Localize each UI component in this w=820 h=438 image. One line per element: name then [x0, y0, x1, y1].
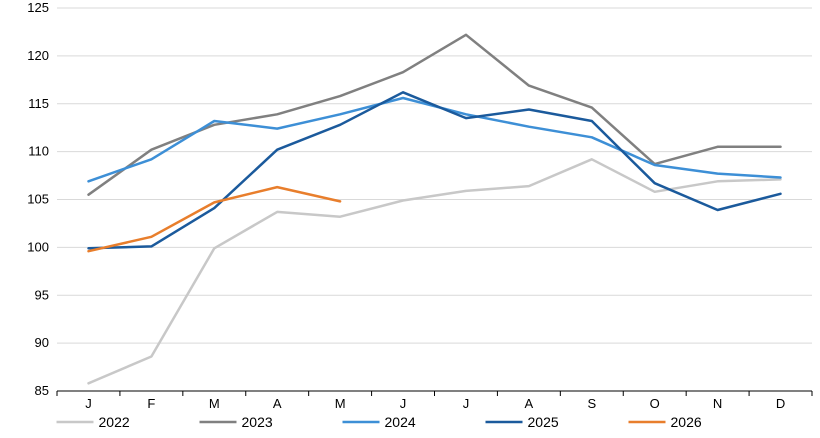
- series-line-2026: [87, 185, 342, 253]
- x-tick-label: F: [147, 396, 155, 411]
- legend-item-2023: 2023: [199, 414, 273, 430]
- y-tick-label: 105: [27, 192, 49, 207]
- x-tick-label: A: [525, 396, 534, 411]
- x-tick-label: A: [273, 396, 282, 411]
- legend-label: 2022: [99, 414, 130, 430]
- y-tick-label: 115: [28, 96, 49, 111]
- legend-label: 2025: [528, 414, 559, 430]
- series-line-2024: [87, 96, 782, 183]
- gridlines: [57, 7, 812, 344]
- series-lines: [87, 33, 782, 385]
- x-tick-label: D: [776, 396, 785, 411]
- y-axis: 85 90 95 100 105 110 115 120 125: [27, 0, 49, 398]
- legend-item-2024: 2024: [342, 414, 416, 430]
- y-tick-label: 125: [27, 0, 49, 15]
- x-tick-label: J: [85, 396, 92, 411]
- legend-item-2025: 2025: [485, 414, 559, 430]
- y-tick-label: 120: [27, 48, 49, 63]
- y-tick-label: 110: [28, 144, 49, 159]
- x-tick-label: J: [400, 396, 407, 411]
- x-tick-label: S: [587, 396, 596, 411]
- legend-item-2026: 2026: [628, 414, 702, 430]
- legend-label: 2023: [242, 414, 273, 430]
- legend-item-2022: 2022: [56, 414, 130, 430]
- x-tick-label: M: [209, 396, 220, 411]
- x-tick-label: N: [713, 396, 722, 411]
- series-line-2025: [87, 91, 782, 250]
- y-tick-label: 90: [35, 335, 49, 350]
- y-tick-label: 100: [27, 239, 49, 254]
- series-line-2022: [87, 158, 782, 385]
- legend-label: 2024: [385, 414, 416, 430]
- x-tick-label: M: [335, 396, 346, 411]
- series-line-2023: [87, 33, 782, 196]
- legend: 2022 2023 2024 2025 2026: [56, 414, 702, 430]
- legend-label: 2026: [671, 414, 702, 430]
- y-tick-label: 85: [35, 383, 49, 398]
- x-tick-label: J: [463, 396, 470, 411]
- y-tick-label: 95: [35, 287, 49, 302]
- x-tick-label: O: [650, 396, 660, 411]
